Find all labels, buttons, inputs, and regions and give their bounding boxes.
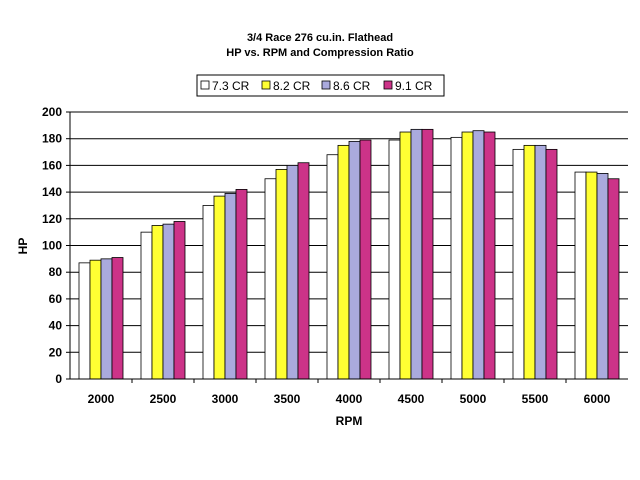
bar-9-1-cr-5500 <box>545 148 558 380</box>
bar-8-6-cr-5500 <box>534 144 547 380</box>
bar-8-6-cr-4500 <box>410 128 423 380</box>
x-tick-label: 2500 <box>150 392 177 406</box>
bar-7-3-cr-2500 <box>140 231 153 380</box>
bar-8-6-cr-6000 <box>596 173 609 380</box>
legend-label: 8.2 CR <box>273 79 311 93</box>
legend-box <box>196 74 445 97</box>
legend-swatch <box>383 80 393 90</box>
legend-swatch <box>261 80 271 90</box>
bar-7-3-cr-4000 <box>326 154 339 380</box>
legend-label: 7.3 CR <box>212 79 250 93</box>
y-tick-label: 20 <box>49 345 63 359</box>
bar-8-2-cr-3000 <box>213 195 226 380</box>
bar-9-1-cr-5000 <box>483 131 496 380</box>
bar-9-1-cr-4000 <box>359 139 372 380</box>
bar-8-2-cr-4000 <box>337 144 350 380</box>
bar-8-6-cr-3500 <box>286 164 299 380</box>
bar-7-3-cr-3000 <box>202 205 215 380</box>
chart-title: 3/4 Race 276 cu.in. Flathead <box>247 32 393 44</box>
bar-8-2-cr-5500 <box>523 144 536 380</box>
bar-7-3-cr-5500 <box>512 148 525 380</box>
x-tick-label: 6000 <box>584 392 611 406</box>
y-axis-label: HP <box>16 238 30 255</box>
bar-9-1-cr-2000 <box>111 257 124 380</box>
y-tick-label: 180 <box>42 132 62 146</box>
bar-8-2-cr-2500 <box>151 225 164 380</box>
x-tick-label: 3000 <box>212 392 239 406</box>
bar-9-1-cr-3000 <box>235 189 248 380</box>
x-tick-label: 3500 <box>274 392 301 406</box>
bar-8-2-cr-6000 <box>585 171 598 380</box>
y-tick-label: 160 <box>42 158 62 172</box>
bar-8-6-cr-2500 <box>162 223 175 380</box>
bar-8-6-cr-2000 <box>100 258 113 380</box>
y-tick-label: 200 <box>42 105 62 119</box>
y-tick-label: 0 <box>55 372 62 386</box>
x-tick-label: 5000 <box>460 392 487 406</box>
legend: 7.3 CR 8.2 CR 8.6 CR 9.1 CR <box>196 74 445 97</box>
x-tick-label: 4500 <box>398 392 425 406</box>
y-tick-label: 140 <box>42 185 62 199</box>
y-tick-label: 60 <box>49 292 63 306</box>
bar-9-1-cr-4500 <box>421 128 434 380</box>
bar-9-1-cr-2500 <box>173 221 186 380</box>
x-tick-label: 4000 <box>336 392 363 406</box>
bars <box>78 128 620 380</box>
bar-8-6-cr-3000 <box>224 193 237 380</box>
x-tick-labels: 2000 2500 3000 3500 4000 4500 5000 5500 6000 <box>88 379 611 406</box>
legend-label: 9.1 CR <box>395 79 433 93</box>
bar-7-3-cr-3500 <box>264 178 277 380</box>
legend-label: 8.6 CR <box>333 79 371 93</box>
bar-8-2-cr-5000 <box>461 131 474 380</box>
bar-7-3-cr-6000 <box>574 171 587 380</box>
bar-7-3-cr-4500 <box>388 139 401 380</box>
chart-subtitle: HP vs. RPM and Compression Ratio <box>226 47 414 59</box>
bar-7-3-cr-5000 <box>450 136 463 380</box>
legend-swatch <box>321 80 331 90</box>
bar-8-6-cr-5000 <box>472 130 485 380</box>
legend-swatch <box>200 80 210 90</box>
bar-8-6-cr-4000 <box>348 140 361 380</box>
y-tick-label: 120 <box>42 212 62 226</box>
y-tick-label: 100 <box>42 239 62 253</box>
bar-9-1-cr-3500 <box>297 162 310 380</box>
bar-8-2-cr-3500 <box>275 169 288 380</box>
y-tick-label: 80 <box>49 265 63 279</box>
bar-8-2-cr-4500 <box>399 131 412 380</box>
x-axis-label: RPM <box>336 414 363 428</box>
bar-9-1-cr-6000 <box>607 178 620 380</box>
y-tick-label: 40 <box>49 319 63 333</box>
bar-7-3-cr-2000 <box>78 262 91 380</box>
x-tick-label: 2000 <box>88 392 115 406</box>
y-tick-labels: 0 20 40 60 80 100 120 140 160 180 200 <box>42 105 70 386</box>
bar-8-2-cr-2000 <box>89 259 102 380</box>
x-tick-label: 5500 <box>522 392 549 406</box>
